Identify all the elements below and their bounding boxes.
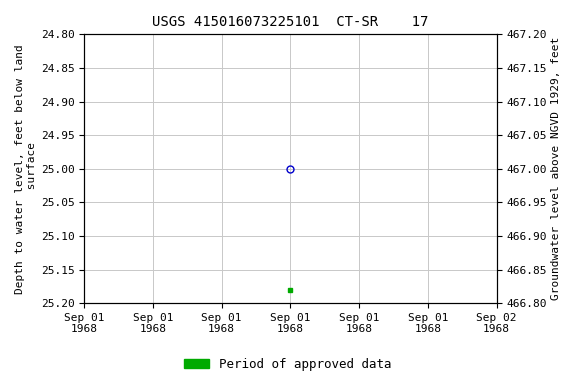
Y-axis label: Depth to water level, feet below land
 surface: Depth to water level, feet below land su… [15, 44, 37, 294]
Title: USGS 415016073225101  CT-SR    17: USGS 415016073225101 CT-SR 17 [152, 15, 429, 29]
Legend: Period of approved data: Period of approved data [179, 353, 397, 376]
Y-axis label: Groundwater level above NGVD 1929, feet: Groundwater level above NGVD 1929, feet [551, 37, 561, 300]
